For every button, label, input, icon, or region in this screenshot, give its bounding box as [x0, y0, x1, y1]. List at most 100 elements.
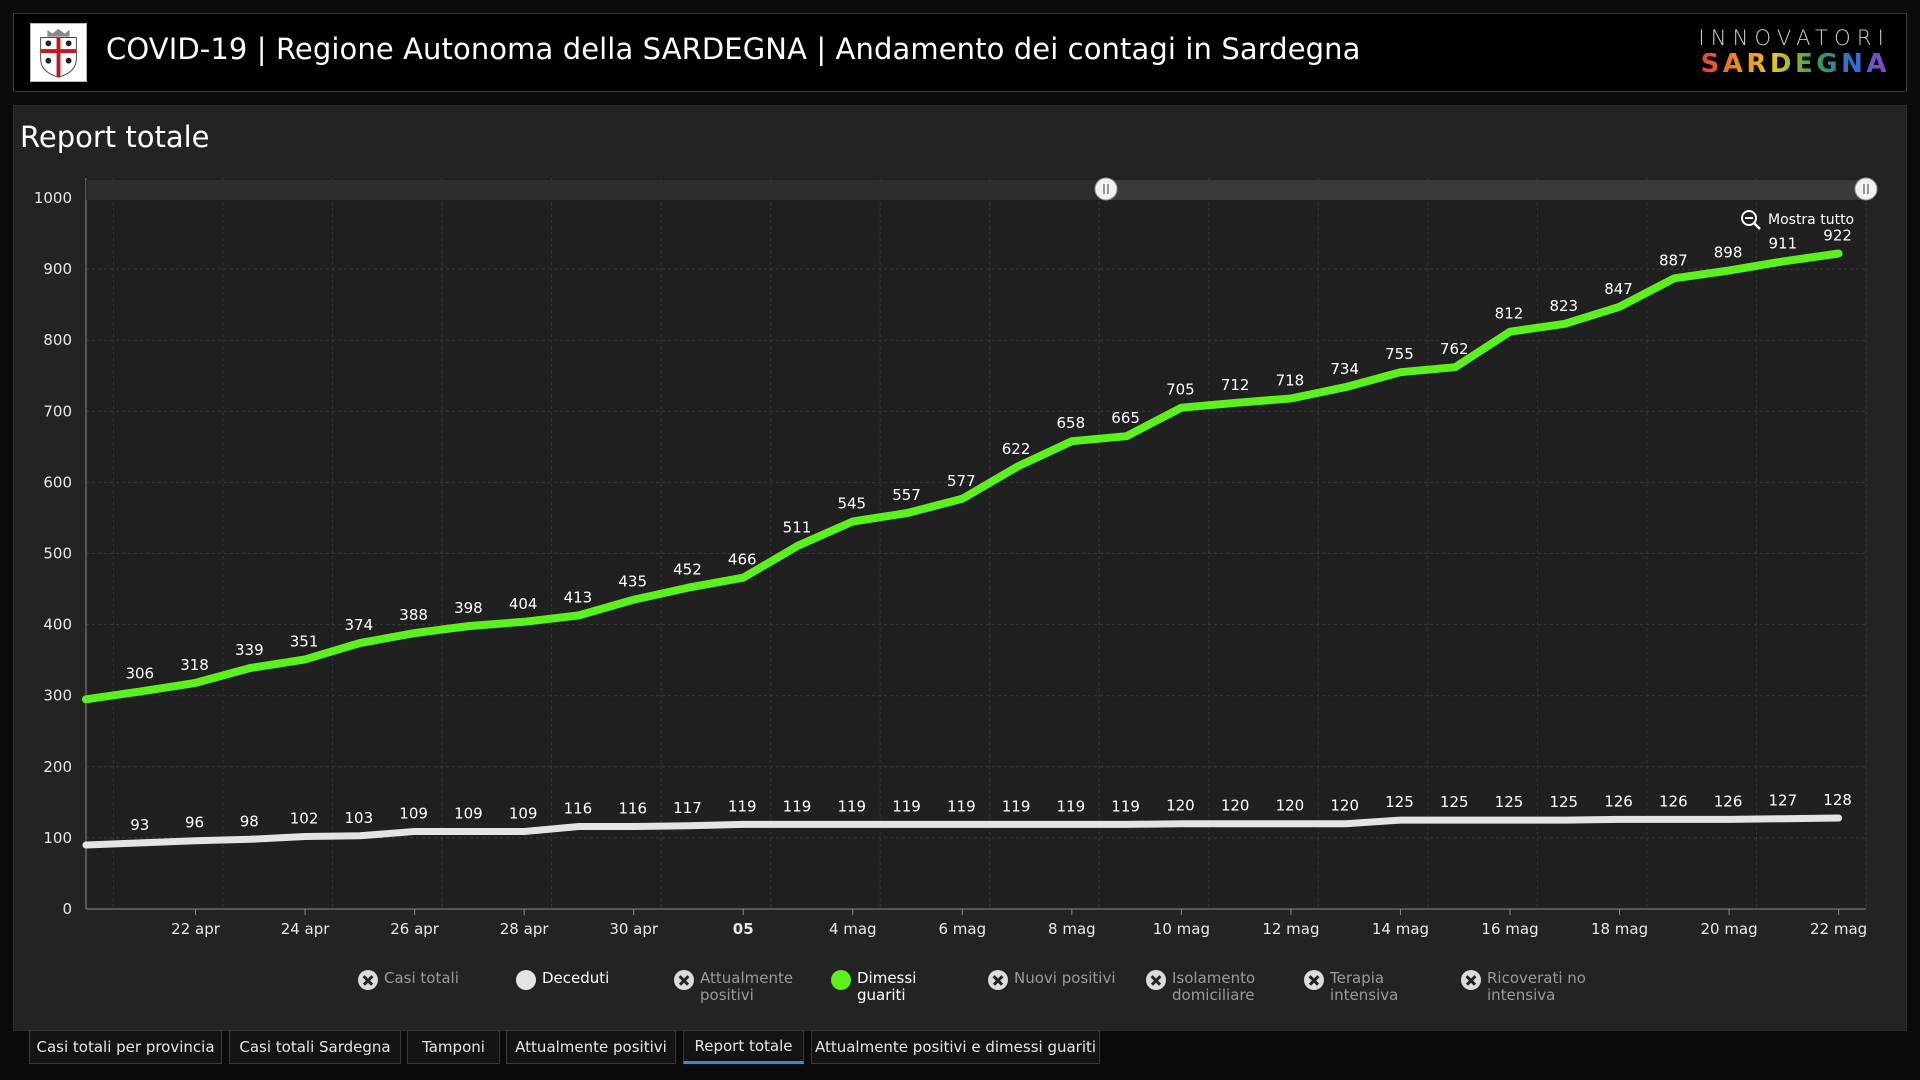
data-point[interactable] — [1016, 823, 1018, 825]
data-point[interactable] — [742, 823, 744, 825]
data-point[interactable] — [1673, 818, 1675, 820]
data-point[interactable] — [578, 614, 580, 616]
data-point[interactable] — [797, 823, 799, 825]
data-label: 511 — [783, 519, 812, 537]
data-point[interactable] — [468, 831, 470, 833]
tab-5[interactable]: Attualmente positivi e dimessi guariti — [811, 1030, 1100, 1064]
data-point[interactable] — [1673, 277, 1675, 279]
logo-text-top: INNOVATORI — [1698, 26, 1890, 50]
data-point[interactable] — [633, 826, 635, 828]
data-point[interactable] — [1783, 818, 1785, 820]
show-all-label: Mostra tutto — [1768, 212, 1855, 228]
legend-item-0[interactable]: Casi totali — [358, 970, 459, 990]
scrollbar-handle[interactable] — [1854, 177, 1878, 201]
data-label: 116 — [618, 800, 647, 818]
show-all-button[interactable]: Mostra tutto — [1740, 209, 1854, 231]
tab-1[interactable]: Casi totali Sardegna — [229, 1030, 401, 1064]
legend-item-1[interactable]: Deceduti — [516, 970, 609, 990]
data-point[interactable] — [1728, 818, 1730, 820]
zoom-out-icon — [1741, 210, 1761, 230]
data-point[interactable] — [1619, 306, 1621, 308]
data-point[interactable] — [1399, 819, 1401, 821]
data-point[interactable] — [414, 632, 416, 634]
data-point[interactable] — [1509, 331, 1511, 333]
tab-2[interactable]: Tamponi — [407, 1030, 500, 1064]
data-label: 718 — [1276, 372, 1305, 390]
data-point[interactable] — [907, 823, 909, 825]
data-point[interactable] — [907, 512, 909, 514]
data-point[interactable] — [1838, 817, 1840, 819]
legend-label: Dimessi guariti — [857, 969, 917, 1004]
data-point[interactable] — [1509, 819, 1511, 821]
scrollbar-thumb[interactable] — [1106, 180, 1866, 200]
legend-label: Attualmente positivi — [700, 969, 794, 1004]
legend-item-6[interactable]: Terapia intensiva — [1304, 970, 1440, 1004]
data-point[interactable] — [523, 831, 525, 833]
data-point[interactable] — [1564, 819, 1566, 821]
data-label: 812 — [1495, 305, 1524, 323]
data-label: 119 — [783, 797, 812, 815]
data-point[interactable] — [687, 825, 689, 827]
tab-3[interactable]: Attualmente positivi — [506, 1030, 676, 1064]
data-point[interactable] — [140, 842, 142, 844]
data-point[interactable] — [1180, 823, 1182, 825]
data-point[interactable] — [1345, 823, 1347, 825]
legend-item-7[interactable]: Ricoverati no intensiva — [1461, 970, 1597, 1004]
data-point[interactable] — [523, 621, 525, 623]
data-point[interactable] — [961, 498, 963, 500]
data-label: 398 — [454, 599, 483, 617]
legend-item-4[interactable]: Nuovi positivi — [988, 970, 1116, 990]
data-point[interactable] — [249, 667, 251, 669]
data-point[interactable] — [852, 521, 854, 523]
data-label: 847 — [1604, 280, 1633, 298]
data-point[interactable] — [1290, 823, 1292, 825]
data-point[interactable] — [1126, 435, 1128, 437]
data-point[interactable] — [797, 545, 799, 547]
data-point[interactable] — [1235, 823, 1237, 825]
data-point[interactable] — [249, 838, 251, 840]
data-point[interactable] — [633, 599, 635, 601]
data-point[interactable] — [742, 577, 744, 579]
data-point[interactable] — [961, 823, 963, 825]
data-point[interactable] — [304, 658, 306, 660]
data-point[interactable] — [1071, 823, 1073, 825]
y-tick-label: 900 — [43, 260, 72, 278]
data-point[interactable] — [1071, 440, 1073, 442]
data-point[interactable] — [1454, 819, 1456, 821]
data-point[interactable] — [1838, 252, 1840, 254]
tab-0[interactable]: Casi totali per provincia — [29, 1030, 222, 1064]
data-point[interactable] — [140, 690, 142, 692]
data-point[interactable] — [195, 682, 197, 684]
data-point[interactable] — [1126, 823, 1128, 825]
data-point[interactable] — [1619, 818, 1621, 820]
data-point[interactable] — [1235, 402, 1237, 404]
data-point[interactable] — [1180, 407, 1182, 409]
data-point[interactable] — [1728, 270, 1730, 272]
data-point[interactable] — [1399, 371, 1401, 373]
data-point[interactable] — [578, 826, 580, 828]
data-point[interactable] — [1454, 366, 1456, 368]
data-label: 109 — [509, 805, 538, 823]
data-label: 734 — [1330, 360, 1359, 378]
data-point[interactable] — [687, 587, 689, 589]
data-point[interactable] — [304, 835, 306, 837]
data-point[interactable] — [468, 625, 470, 627]
legend-item-2[interactable]: Attualmente positivi — [674, 970, 810, 1004]
data-point[interactable] — [1016, 466, 1018, 468]
data-point[interactable] — [1345, 386, 1347, 388]
legend-item-5[interactable]: Isolamento domiciliare — [1146, 970, 1282, 1004]
legend-item-3[interactable]: Dimessi guariti — [831, 970, 967, 1004]
data-label: 109 — [454, 805, 483, 823]
data-point[interactable] — [195, 840, 197, 842]
data-point[interactable] — [414, 831, 416, 833]
data-label: 318 — [180, 656, 209, 674]
scrollbar-handle[interactable] — [1094, 177, 1118, 201]
data-point[interactable] — [359, 835, 361, 837]
data-point[interactable] — [1783, 260, 1785, 262]
y-tick-label: 300 — [43, 687, 72, 705]
data-point[interactable] — [1290, 398, 1292, 400]
data-point[interactable] — [1564, 323, 1566, 325]
tab-4[interactable]: Report totale — [683, 1030, 804, 1064]
data-point[interactable] — [359, 642, 361, 644]
data-point[interactable] — [852, 823, 854, 825]
